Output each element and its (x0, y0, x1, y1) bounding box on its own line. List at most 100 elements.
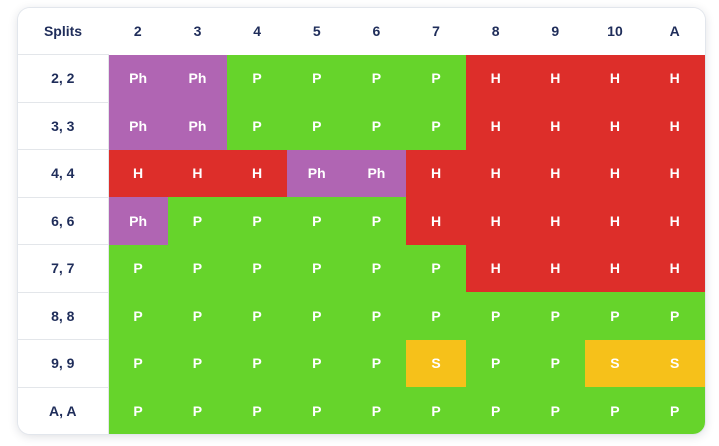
action-cell: P (286, 197, 347, 245)
action-cell: P (227, 54, 287, 102)
action-cell: P (346, 292, 407, 340)
action-cell: P (167, 197, 228, 245)
action-cell: H (227, 149, 287, 197)
hand-label: 6, 6 (18, 196, 109, 245)
action-cell: Ph (108, 102, 168, 150)
action-cell: P (346, 102, 407, 150)
action-cell: Ph (346, 149, 407, 197)
action-cell: P (167, 339, 228, 387)
action-cell: P (286, 54, 347, 102)
action-cell: S (644, 339, 705, 387)
action-cell: P (346, 244, 407, 292)
action-cell: H (585, 244, 645, 292)
action-cell: H (585, 102, 645, 150)
action-cell: P (108, 244, 168, 292)
action-cell: H (525, 244, 586, 292)
action-cell: H (525, 102, 586, 150)
action-cell: P (525, 292, 586, 340)
action-cell: H (585, 197, 645, 245)
dealer-card-header: 7 (406, 8, 466, 55)
action-cell: P (346, 197, 407, 245)
action-cell: H (585, 54, 645, 102)
action-cell: P (286, 244, 347, 292)
action-cell: H (406, 149, 466, 197)
action-cell: P (465, 339, 526, 387)
action-cell: H (465, 197, 526, 245)
hand-label: 2, 2 (18, 54, 109, 102)
dealer-card-header: 3 (167, 8, 228, 55)
action-cell: P (286, 339, 347, 387)
hand-label: A, A (18, 386, 109, 434)
action-cell: P (406, 244, 466, 292)
action-cell: P (227, 197, 287, 245)
dealer-card-header: 2 (108, 8, 168, 55)
splits-strategy-chart: Splits 2 3 4 5 6 7 8 9 10 A 2, 2 Ph Ph P P P P… (18, 8, 705, 434)
action-cell: H (644, 149, 705, 197)
action-cell: H (644, 102, 705, 150)
action-cell: P (227, 102, 287, 150)
dealer-card-header: 5 (286, 8, 347, 55)
action-cell: H (585, 149, 645, 197)
corner-header: Splits (18, 8, 108, 55)
action-cell: S (406, 339, 466, 387)
dealer-card-header: 10 (585, 8, 645, 55)
action-cell: P (286, 387, 347, 434)
action-cell: P (406, 387, 466, 434)
action-cell: Ph (286, 149, 347, 197)
action-cell: H (525, 149, 586, 197)
action-cell: P (108, 292, 168, 340)
splits-table: Splits 2 3 4 5 6 7 8 9 10 A 2, 2 Ph Ph P P P P… (18, 8, 705, 434)
hand-label: 9, 9 (18, 339, 109, 387)
hand-label: 3, 3 (18, 101, 109, 150)
action-cell: H (525, 54, 586, 102)
action-cell: P (585, 292, 645, 340)
action-cell: H (644, 244, 705, 292)
action-cell: P (108, 387, 168, 434)
action-cell: H (525, 197, 586, 245)
action-cell: P (346, 387, 407, 434)
action-cell: P (525, 339, 586, 387)
action-cell: P (465, 387, 526, 434)
action-cell: P (525, 387, 586, 434)
action-cell: H (108, 149, 168, 197)
action-cell: H (465, 102, 526, 150)
action-cell: Ph (167, 54, 228, 102)
action-cell: Ph (108, 54, 168, 102)
action-cell: H (644, 54, 705, 102)
dealer-card-header: 8 (465, 8, 526, 55)
table-row: 6, 6 Ph P P P P H H H H H (18, 196, 705, 245)
action-cell: P (406, 102, 466, 150)
hand-label: 8, 8 (18, 291, 109, 340)
action-cell: Ph (108, 197, 168, 245)
action-cell: H (465, 149, 526, 197)
action-cell: P (227, 292, 287, 340)
action-cell: P (406, 292, 466, 340)
action-cell: P (167, 387, 228, 434)
action-cell: H (465, 54, 526, 102)
action-cell: Ph (167, 102, 228, 150)
action-cell: H (465, 244, 526, 292)
action-cell: P (465, 292, 526, 340)
action-cell: P (644, 387, 705, 434)
action-cell: P (227, 244, 287, 292)
header-row: Splits 2 3 4 5 6 7 8 9 10 A (18, 8, 705, 55)
action-cell: P (286, 292, 347, 340)
dealer-card-header: A (644, 8, 705, 55)
table-row: 3, 3 Ph Ph P P P P H H H H (18, 101, 705, 150)
table-row: 2, 2 Ph Ph P P P P H H H H (18, 54, 705, 102)
action-cell: P (406, 54, 466, 102)
action-cell: P (346, 54, 407, 102)
action-cell: P (108, 339, 168, 387)
action-cell: P (167, 244, 228, 292)
action-cell: H (406, 197, 466, 245)
hand-label: 4, 4 (18, 149, 109, 197)
hand-label: 7, 7 (18, 244, 109, 292)
action-cell: P (167, 292, 228, 340)
action-cell: S (585, 339, 645, 387)
dealer-card-header: 4 (227, 8, 287, 55)
dealer-card-header: 6 (346, 8, 407, 55)
